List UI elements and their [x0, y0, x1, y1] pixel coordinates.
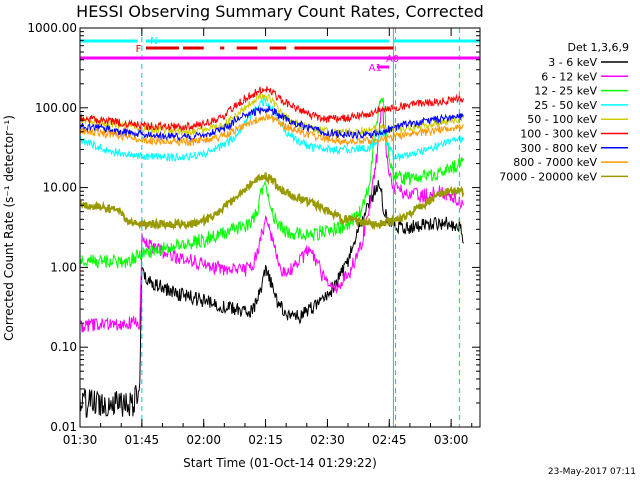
x-tick-label: 02:00: [186, 433, 221, 447]
x-tick-label: 02:15: [248, 433, 283, 447]
legend-header: Det 1,3,6,9: [567, 41, 629, 54]
chart-title: HESSI Observing Summary Count Rates, Cor…: [76, 2, 484, 21]
legend-label-3: 12 - 25 keV: [534, 85, 597, 98]
legend-label-6: 100 - 300 keV: [520, 128, 597, 141]
x-tick-label: 03:00: [434, 433, 469, 447]
legend-label-8: 800 - 7000 keV: [513, 156, 597, 169]
series-line-2: [80, 108, 464, 333]
flag-f-label: F: [136, 44, 142, 55]
series-line-3: [80, 97, 464, 269]
y-tick-label: 1000.00: [27, 21, 77, 35]
footer-timestamp: 23-May-2017 07:11: [548, 467, 636, 477]
series-line-6: [80, 86, 464, 133]
plot-area: NF A0 A1 01:30 01:45 02:00 02:15 02:30 02:45 03:0…: [27, 21, 481, 447]
legend-label-4: 25 - 50 keV: [534, 99, 597, 112]
legend-label-1: 3 - 6 keV: [548, 56, 597, 69]
series-line-9: [80, 172, 465, 232]
plot-frame: [79, 27, 481, 428]
x-axis-label: Start Time (01-Oct-14 01:29:22): [183, 456, 377, 470]
y-axis-label: Corrected Count Rate (s⁻¹ detector⁻¹): [2, 115, 16, 341]
y-tick-label: 100.00: [35, 101, 77, 115]
flag-n-label: N: [150, 36, 157, 47]
legend-label-2: 6 - 12 keV: [541, 70, 597, 83]
y-tick-label: 10.00: [43, 181, 77, 195]
x-tick-label: 02:30: [310, 433, 345, 447]
legend-label-5: 50 - 100 keV: [527, 113, 597, 126]
legend-label-9: 7000 - 20000 keV: [499, 170, 597, 183]
flag-a0-label: A0: [386, 54, 399, 65]
legend-label-7: 300 - 800 keV: [520, 142, 597, 155]
flag-a1-label: A1: [369, 63, 382, 74]
series-line-7: [80, 105, 464, 143]
series-line-8: [80, 112, 464, 148]
series-line-1: [80, 180, 464, 418]
series-group: [80, 86, 465, 418]
x-tick-label: 01:45: [125, 433, 160, 447]
y-tick-label: 0.01: [50, 420, 77, 434]
x-tick-label: 02:45: [372, 433, 407, 447]
y-tick-label: 0.10: [50, 340, 77, 354]
x-tick-label: 01:30: [63, 433, 98, 447]
y-tick-label: 1.00: [50, 260, 77, 274]
